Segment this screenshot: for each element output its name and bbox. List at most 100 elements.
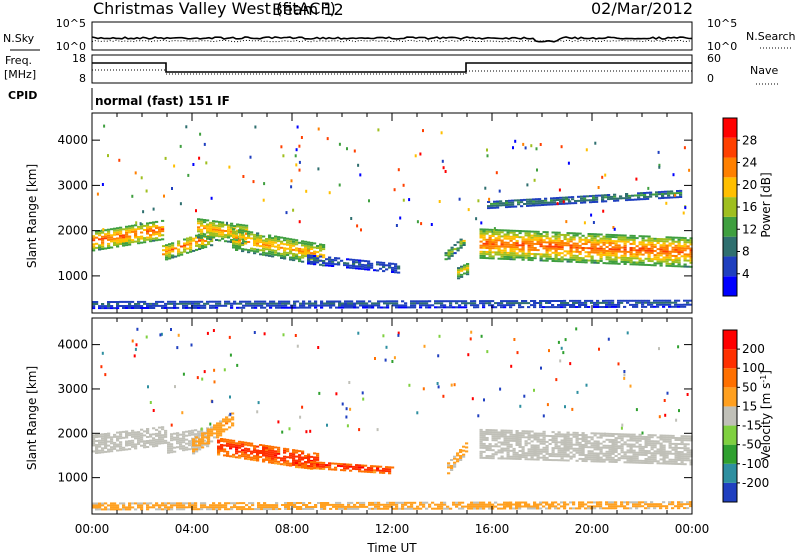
power-cell	[212, 234, 216, 237]
power-cell	[515, 246, 519, 249]
velocity-scatter-cell	[557, 340, 560, 344]
power-cell	[137, 236, 141, 238]
velocity-cell	[229, 447, 233, 450]
power-cell	[605, 239, 609, 242]
velocity-cell	[644, 440, 648, 442]
velocity-cell	[223, 448, 227, 451]
velocity-cell	[269, 508, 273, 511]
power-cell	[494, 306, 498, 309]
power-cell	[518, 250, 522, 253]
velocity-cell	[161, 502, 165, 505]
velocity-cell	[569, 451, 573, 454]
power-cell	[599, 251, 603, 254]
velocity-cell	[482, 505, 486, 508]
velocity-cell	[626, 501, 630, 504]
power-cell	[197, 300, 201, 303]
power-cell	[584, 241, 588, 243]
power-cell	[183, 238, 187, 241]
velocity-cell	[476, 507, 480, 510]
velocity-cell	[578, 434, 582, 436]
velocity-cell	[647, 456, 651, 459]
velocity-cell	[563, 459, 567, 462]
power-cell	[560, 306, 564, 309]
velocity-cell	[521, 450, 525, 453]
velocity-cell	[104, 435, 108, 437]
velocity-cell	[146, 442, 150, 444]
power-cell	[155, 304, 159, 307]
velocity-cell	[632, 445, 636, 448]
power-cell	[280, 252, 284, 255]
velocity-cell	[179, 506, 183, 509]
power-cell	[662, 250, 666, 253]
power-cell	[674, 248, 678, 251]
velocity-cell	[192, 438, 196, 441]
velocity-cell	[584, 460, 588, 463]
power-cell	[459, 244, 463, 247]
power-cell	[625, 195, 629, 197]
power-cell	[488, 257, 492, 260]
velocity-cell	[364, 470, 368, 473]
velocity-cell	[611, 443, 615, 445]
power-cell	[460, 273, 464, 276]
power-cell	[180, 245, 184, 248]
power-cell	[149, 228, 153, 230]
velocity-cell	[200, 506, 204, 509]
power-cell	[119, 305, 123, 307]
velocity-cell	[563, 501, 567, 504]
power-cell	[128, 227, 132, 230]
power-cell	[683, 259, 687, 262]
power-cell	[221, 237, 225, 240]
power-cell	[271, 249, 275, 252]
velocity-cell	[572, 501, 576, 504]
velocity-cell	[644, 438, 648, 440]
velocity-cell	[614, 445, 618, 448]
power-cell	[658, 193, 662, 196]
power-cell	[560, 240, 564, 242]
power-cell	[671, 301, 675, 304]
velocity-cell	[509, 443, 513, 446]
power-cell	[590, 299, 594, 302]
velocity-cell	[131, 435, 135, 438]
power-cell	[281, 300, 285, 303]
velocity-cell	[596, 505, 600, 508]
power-cell	[569, 236, 573, 239]
power-cell	[545, 255, 549, 258]
velocity-colorbar-swatch	[723, 330, 737, 350]
power-cell	[224, 223, 228, 226]
power-cell	[515, 234, 519, 236]
power-cell	[545, 306, 549, 309]
velocity-cell	[458, 503, 462, 506]
velocity-cell	[680, 453, 684, 456]
velocity-cell	[518, 454, 522, 456]
velocity-cell	[500, 431, 504, 434]
velocity-cell	[542, 458, 546, 461]
power-cell	[655, 191, 659, 194]
velocity-cell	[453, 455, 457, 458]
power-cell	[218, 235, 222, 238]
power-cell	[251, 306, 255, 309]
power-cell	[542, 241, 546, 244]
velocity-cell	[158, 438, 162, 441]
power-cell	[164, 302, 168, 305]
power-cell	[230, 241, 234, 243]
velocity-cell	[215, 504, 219, 507]
velocity-cell	[203, 506, 207, 509]
power-cell	[674, 257, 678, 260]
velocity-cell	[319, 463, 323, 466]
velocity-cell	[509, 455, 513, 458]
power-cell	[131, 300, 135, 303]
velocity-scatter-cell	[629, 384, 632, 388]
velocity-cell	[461, 501, 465, 504]
power-cell	[322, 264, 326, 267]
power-cell	[247, 232, 251, 235]
power-cell	[98, 307, 102, 310]
power-cell	[620, 246, 624, 249]
power-cell	[620, 260, 624, 263]
velocity-cell	[176, 506, 180, 509]
velocity-cell	[207, 434, 211, 437]
velocity-cell	[176, 442, 180, 445]
velocity-cell	[563, 505, 567, 508]
velocity-cell	[587, 440, 591, 443]
power-cell	[295, 255, 299, 258]
velocity-cell	[198, 438, 202, 441]
